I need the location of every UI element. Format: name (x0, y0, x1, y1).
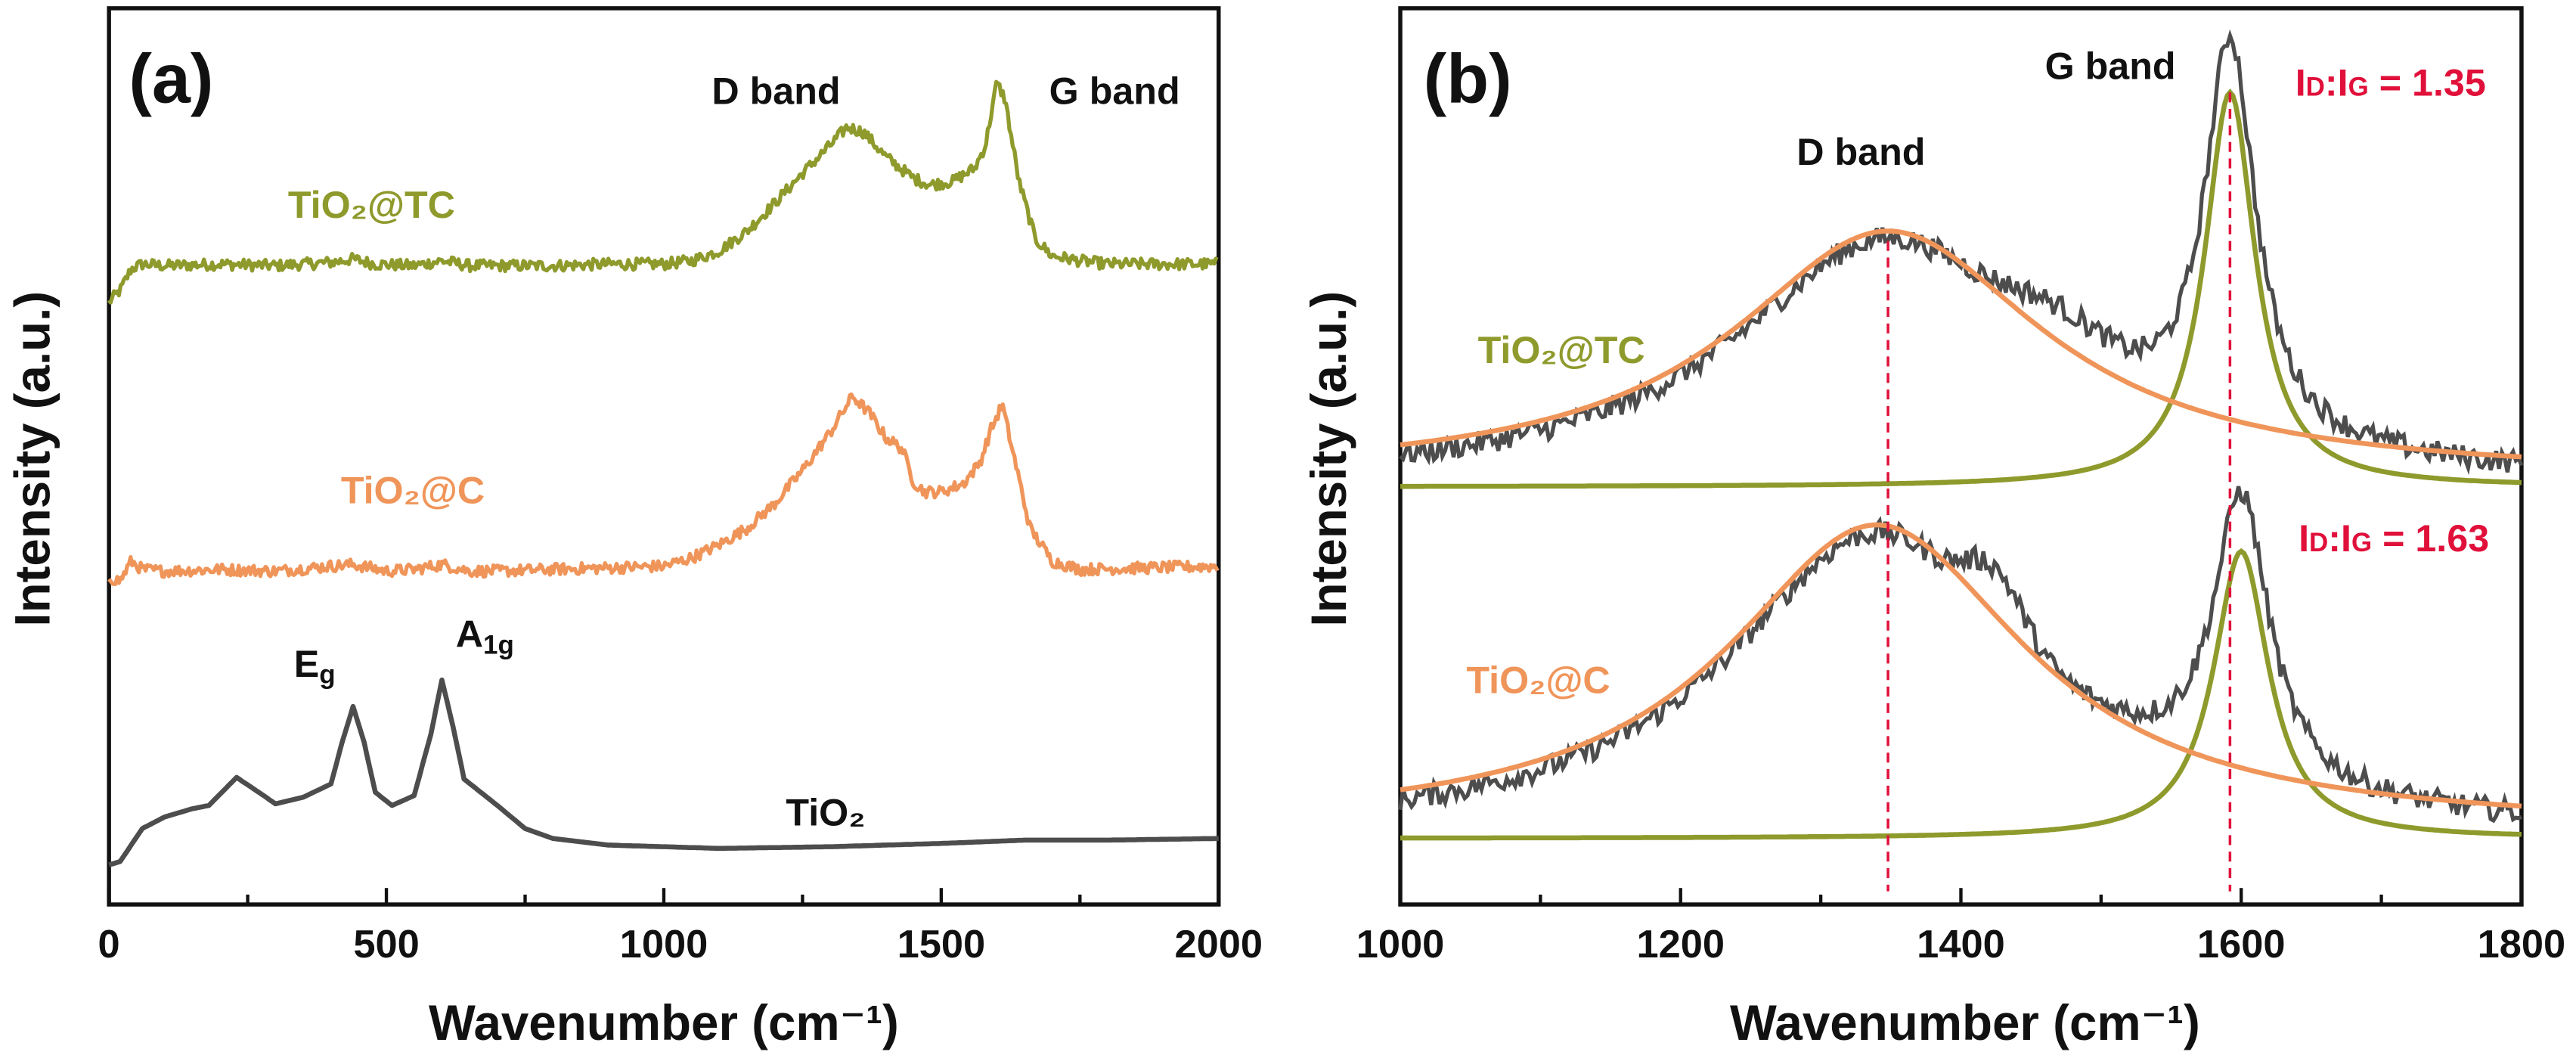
spectrum-tioc (107, 392, 1220, 587)
d-band-fit-tioc (1400, 522, 2522, 809)
d-band-label: D band (711, 70, 840, 113)
panel-b-ylabel: Intensity (a.u.) (1301, 291, 1356, 627)
series-label-tio2-c: TiO₂@C (341, 470, 485, 512)
d-band-label-b: D band (1796, 131, 1925, 173)
sample-label-tio2-tc: TiO₂@TC (1478, 329, 1645, 371)
spectrum-tio (108, 677, 1219, 867)
g-band-fit-tioc (1400, 548, 2522, 841)
x-tick-label: 1200 (1636, 923, 1725, 966)
raw-spectrum-tiotc (1399, 29, 2524, 476)
sample-label-tio2-c: TiO₂@C (1466, 659, 1610, 702)
panel-b-ticks: 1000 1200 1400 1600 1800 (1356, 888, 2565, 966)
g-band-label-b: G band (2045, 45, 2176, 88)
spectrum-tiotc (107, 79, 1219, 305)
panel-a-xlabel: Wavenumber (cm⁻¹) (429, 995, 899, 1050)
g-band-label: G band (1049, 70, 1180, 113)
panel-b-frame (1398, 6, 2524, 907)
ratio-label-tio2-tc: ID:IG = 1.35 (2295, 62, 2486, 104)
x-tick-label: 0 (98, 923, 120, 966)
x-tick-label: 1800 (2478, 923, 2566, 966)
g-band-fit-tiotc (1400, 88, 2522, 489)
x-tick-label: 1000 (620, 923, 708, 966)
a1g-label: A1g (456, 613, 514, 660)
x-tick-label: 2000 (1174, 923, 1263, 966)
panel-b-label: (b) (1424, 40, 1512, 117)
x-tick-label: 1500 (897, 923, 986, 966)
panel-b-traces (1398, 29, 2524, 892)
x-tick-label: 1600 (2197, 923, 2286, 966)
eg-label: Eg (294, 643, 336, 690)
panel-a-label: (a) (129, 40, 213, 117)
series-label-tio2: TiO₂ (786, 791, 865, 833)
panel-a: 0 500 1000 1500 2000 (a) D band G band TiO₂@… (5, 6, 1263, 1050)
series-label-tio2-tc: TiO₂@TC (288, 184, 455, 226)
x-tick-label: 500 (353, 923, 419, 966)
panel-b-xlabel: Wavenumber (cm⁻¹) (1730, 995, 2200, 1050)
panel-a-ylabel: Intensity (a.u.) (5, 291, 60, 627)
ratio-label-tio2-c: ID:IG = 1.63 (2299, 517, 2489, 560)
panel-a-traces (107, 79, 1220, 867)
panel-b: 1000 1200 1400 1600 1800 (b) D band G band T… (1301, 6, 2565, 1050)
raw-spectrum-tioc (1398, 486, 2523, 824)
panel-a-frame (107, 6, 1221, 907)
panel-a-ticks: 0 500 1000 1500 2000 (98, 888, 1263, 966)
x-tick-label: 1000 (1356, 923, 1445, 966)
x-tick-label: 1400 (1917, 923, 2005, 966)
d-band-fit-tiotc (1400, 228, 2522, 460)
